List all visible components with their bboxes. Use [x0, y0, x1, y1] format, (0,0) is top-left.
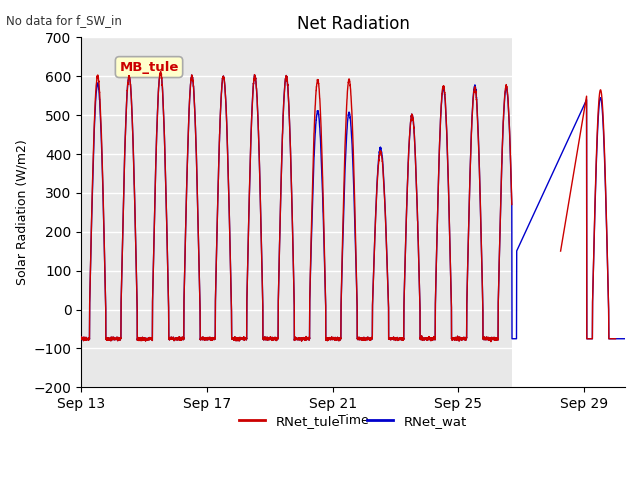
X-axis label: Time: Time	[338, 414, 369, 427]
Title: Net Radiation: Net Radiation	[297, 15, 410, 33]
Y-axis label: Solar Radiation (W/m2): Solar Radiation (W/m2)	[15, 140, 28, 285]
Text: No data for f_SW_in: No data for f_SW_in	[6, 14, 122, 27]
Text: MB_tule: MB_tule	[119, 60, 179, 73]
Bar	[512, 37, 625, 387]
Legend: RNet_tule, RNet_wat: RNet_tule, RNet_wat	[234, 410, 472, 433]
